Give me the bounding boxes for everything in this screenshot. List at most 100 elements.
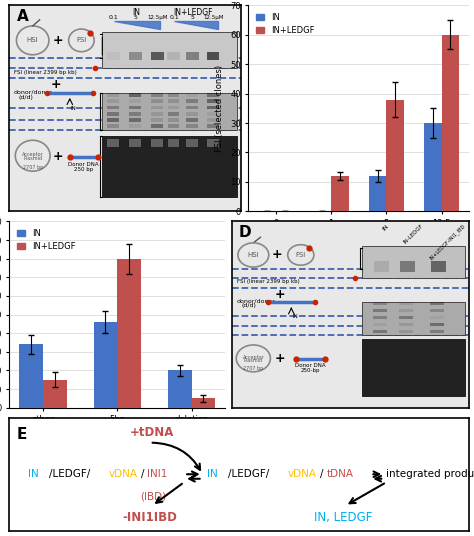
FancyBboxPatch shape: [399, 309, 413, 312]
Text: E: E: [17, 427, 27, 442]
FancyBboxPatch shape: [129, 51, 142, 60]
Polygon shape: [114, 21, 160, 29]
Bar: [386, 100, 404, 211]
Text: IN: IN: [292, 314, 298, 319]
FancyBboxPatch shape: [129, 124, 141, 128]
FancyBboxPatch shape: [186, 124, 198, 128]
Bar: [118, 259, 141, 408]
FancyBboxPatch shape: [129, 100, 141, 103]
Text: IN: IN: [207, 469, 218, 479]
Text: vDNA: vDNA: [109, 469, 137, 479]
Y-axis label: FSI (selected clones): FSI (selected clones): [216, 65, 225, 152]
FancyBboxPatch shape: [168, 100, 179, 103]
Text: A: A: [17, 10, 28, 25]
Text: Donor DNA: Donor DNA: [295, 363, 326, 368]
FancyBboxPatch shape: [431, 260, 446, 272]
FancyBboxPatch shape: [399, 323, 413, 326]
FancyBboxPatch shape: [186, 51, 199, 60]
Legend: IN, IN+LEDGF: IN, IN+LEDGF: [253, 10, 318, 39]
FancyBboxPatch shape: [108, 93, 119, 97]
FancyBboxPatch shape: [152, 93, 163, 97]
Text: Plasmid: Plasmid: [244, 358, 263, 363]
FancyBboxPatch shape: [401, 260, 415, 272]
Text: IN: IN: [382, 224, 390, 232]
Text: IN-LEDGF: IN-LEDGF: [403, 224, 425, 245]
Text: +: +: [53, 34, 64, 47]
Text: IN+LEDGF-INI1_IBD: IN+LEDGF-INI1_IBD: [429, 224, 467, 262]
FancyBboxPatch shape: [152, 106, 163, 109]
Text: 5: 5: [191, 14, 195, 20]
Text: Acceptor: Acceptor: [243, 355, 264, 360]
Text: /LEDGF/: /LEDGF/: [48, 469, 90, 479]
X-axis label: IN concentration (μM): IN concentration (μM): [313, 234, 405, 242]
Text: Acceptor: Acceptor: [22, 152, 44, 157]
Text: 250-bp: 250-bp: [301, 368, 320, 373]
FancyBboxPatch shape: [373, 309, 387, 312]
Text: tDNA: tDNA: [327, 469, 354, 479]
Bar: [43, 380, 67, 408]
Text: Plasmid: Plasmid: [23, 157, 42, 161]
FancyBboxPatch shape: [373, 316, 387, 319]
Text: +: +: [274, 288, 285, 301]
FancyBboxPatch shape: [151, 51, 164, 60]
FancyBboxPatch shape: [129, 93, 141, 97]
Text: 250 bp: 250 bp: [74, 167, 93, 172]
FancyBboxPatch shape: [374, 260, 389, 272]
FancyBboxPatch shape: [102, 32, 237, 68]
Text: IN, LEDGF: IN, LEDGF: [314, 511, 372, 524]
FancyBboxPatch shape: [430, 302, 444, 306]
Text: /: /: [140, 469, 144, 479]
FancyBboxPatch shape: [186, 139, 198, 147]
FancyBboxPatch shape: [152, 118, 163, 122]
Text: IN: IN: [28, 469, 38, 479]
FancyBboxPatch shape: [129, 112, 141, 116]
Bar: [191, 398, 215, 408]
Bar: [369, 176, 386, 211]
FancyBboxPatch shape: [207, 100, 219, 103]
Text: 0.1: 0.1: [109, 14, 119, 20]
FancyBboxPatch shape: [430, 309, 444, 312]
Text: 5: 5: [134, 14, 138, 20]
Text: FSI: FSI: [76, 38, 87, 43]
FancyBboxPatch shape: [207, 106, 219, 109]
FancyBboxPatch shape: [186, 106, 198, 109]
Text: B: B: [231, 0, 242, 1]
FancyBboxPatch shape: [186, 93, 198, 97]
Text: -INI1IBD: -INI1IBD: [122, 511, 177, 524]
FancyBboxPatch shape: [399, 302, 413, 306]
FancyBboxPatch shape: [363, 339, 465, 396]
Polygon shape: [174, 21, 219, 29]
FancyBboxPatch shape: [168, 139, 179, 147]
FancyBboxPatch shape: [207, 93, 219, 97]
FancyBboxPatch shape: [129, 139, 141, 147]
Bar: [19, 345, 43, 408]
Text: 0.1: 0.1: [169, 14, 179, 20]
FancyBboxPatch shape: [152, 100, 163, 103]
FancyBboxPatch shape: [363, 302, 465, 335]
Text: 12.5μM: 12.5μM: [148, 14, 168, 20]
Text: FSI (linear 2399 bp kb): FSI (linear 2399 bp kb): [237, 279, 300, 285]
Text: vDNA: vDNA: [288, 469, 317, 479]
FancyBboxPatch shape: [152, 124, 163, 128]
FancyBboxPatch shape: [373, 330, 387, 333]
FancyBboxPatch shape: [108, 106, 119, 109]
Text: Donor DNA: Donor DNA: [68, 162, 99, 167]
FancyBboxPatch shape: [102, 136, 237, 197]
FancyBboxPatch shape: [102, 93, 237, 130]
FancyBboxPatch shape: [399, 316, 413, 319]
FancyBboxPatch shape: [207, 51, 219, 60]
Legend: IN, IN+LEDGF: IN, IN+LEDGF: [14, 226, 79, 255]
Text: +: +: [51, 78, 61, 91]
FancyBboxPatch shape: [107, 51, 120, 60]
FancyBboxPatch shape: [373, 302, 387, 306]
Text: (d/d): (d/d): [241, 303, 256, 308]
Text: 2707 bp: 2707 bp: [243, 366, 264, 371]
Text: +: +: [272, 249, 283, 262]
FancyBboxPatch shape: [108, 112, 119, 116]
FancyBboxPatch shape: [168, 118, 179, 122]
Text: integrated products: integrated products: [386, 469, 474, 479]
Text: D: D: [239, 225, 252, 240]
Text: /LEDGF/: /LEDGF/: [228, 469, 269, 479]
Text: IN+LEDGF: IN+LEDGF: [173, 9, 212, 18]
FancyBboxPatch shape: [430, 316, 444, 319]
